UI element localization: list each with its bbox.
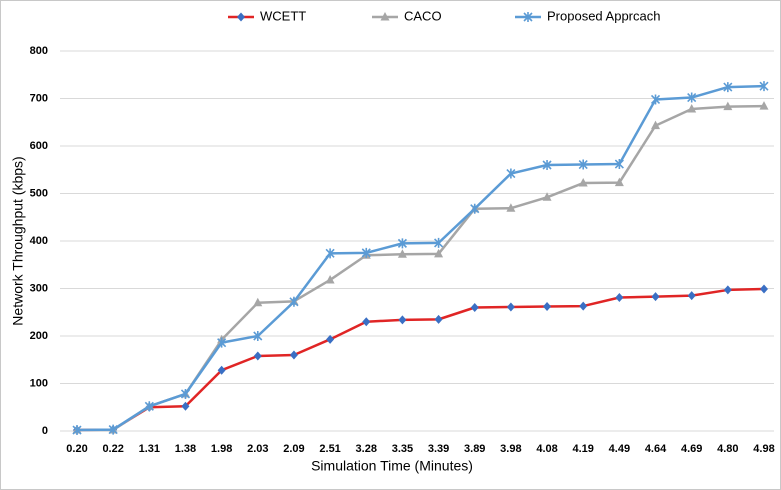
x-tick-label: 1.98: [211, 443, 232, 455]
point: [506, 203, 516, 212]
point: [362, 317, 371, 327]
point: [615, 293, 624, 303]
point: [651, 292, 660, 302]
x-tick-label: 4.64: [645, 443, 667, 455]
point: [180, 388, 191, 399]
point: [326, 334, 335, 344]
point: [253, 331, 263, 341]
point: [470, 303, 479, 312]
point: [760, 284, 768, 294]
x-tick-label: 1.38: [175, 443, 196, 455]
point: [579, 301, 588, 311]
x-tick-label: 2.51: [319, 443, 340, 455]
x-axis-title: Simulation Time (Minutes): [311, 458, 473, 474]
point: [543, 302, 552, 312]
x-tick-label: 0.20: [66, 443, 87, 455]
series-line: [76, 84, 765, 432]
y-tick-label: 100: [30, 377, 48, 389]
point: [614, 177, 624, 187]
point: [289, 296, 299, 307]
point: [325, 274, 335, 284]
point: [434, 314, 443, 324]
point: [687, 291, 696, 301]
x-tick-label: 4.49: [609, 443, 630, 455]
point: [723, 101, 733, 111]
point: [217, 337, 227, 348]
y-tick-label: 200: [30, 330, 48, 342]
point: [650, 94, 661, 105]
point: [397, 238, 407, 249]
point: [578, 159, 588, 170]
y-tick-label: 500: [30, 187, 48, 199]
legend-label: WCETT: [260, 8, 306, 23]
point: [108, 424, 118, 435]
point: [759, 101, 769, 110]
y-axis-title: Network Throughput (kbps): [10, 156, 26, 325]
point: [325, 248, 335, 259]
y-tick-label: 400: [30, 235, 48, 247]
point: [542, 160, 552, 170]
point: [181, 401, 190, 411]
point: [253, 297, 263, 307]
x-tick-label: 4.98: [753, 443, 774, 455]
point: [253, 351, 262, 361]
x-tick-label: 1.31: [139, 443, 160, 455]
legend-label: CACO: [404, 8, 442, 23]
x-tick-label: 4.19: [572, 443, 593, 455]
point: [523, 12, 533, 22]
point: [542, 192, 552, 201]
x-tick-label: 3.98: [500, 443, 521, 455]
point: [723, 82, 733, 93]
point: [470, 203, 480, 214]
point: [361, 247, 371, 258]
x-tick-label: 3.28: [356, 443, 377, 455]
point: [506, 168, 516, 179]
point: [687, 92, 697, 103]
y-tick-label: 800: [30, 45, 48, 57]
x-tick-label: 3.39: [428, 443, 449, 455]
point: [434, 237, 444, 248]
x-tick-label: 3.89: [464, 443, 485, 455]
point: [289, 350, 298, 360]
y-tick-label: 300: [30, 282, 48, 294]
point: [144, 401, 154, 412]
y-tick-label: 700: [30, 92, 48, 104]
point: [237, 12, 245, 22]
series-line: [76, 287, 765, 432]
legend-label: Proposed Apprcach: [547, 8, 660, 23]
point: [614, 159, 624, 170]
point: [72, 425, 82, 436]
point: [398, 315, 407, 325]
x-tick-label: 3.35: [392, 443, 413, 455]
point: [759, 81, 769, 92]
x-tick-label: 4.08: [536, 443, 557, 455]
y-tick-label: 600: [30, 140, 48, 152]
point: [578, 178, 588, 187]
point: [434, 248, 444, 258]
x-tick-label: 4.69: [681, 443, 702, 455]
point: [687, 103, 697, 113]
point: [397, 249, 407, 258]
x-tick-label: 4.80: [717, 443, 738, 455]
x-tick-label: 0.22: [102, 443, 123, 455]
point: [506, 302, 515, 312]
point: [651, 120, 661, 130]
point: [723, 285, 732, 295]
y-tick-label: 0: [42, 425, 48, 437]
x-tick-label: 2.03: [247, 443, 268, 455]
x-tick-label: 2.09: [283, 443, 304, 455]
point: [380, 12, 390, 21]
point: [217, 365, 226, 375]
